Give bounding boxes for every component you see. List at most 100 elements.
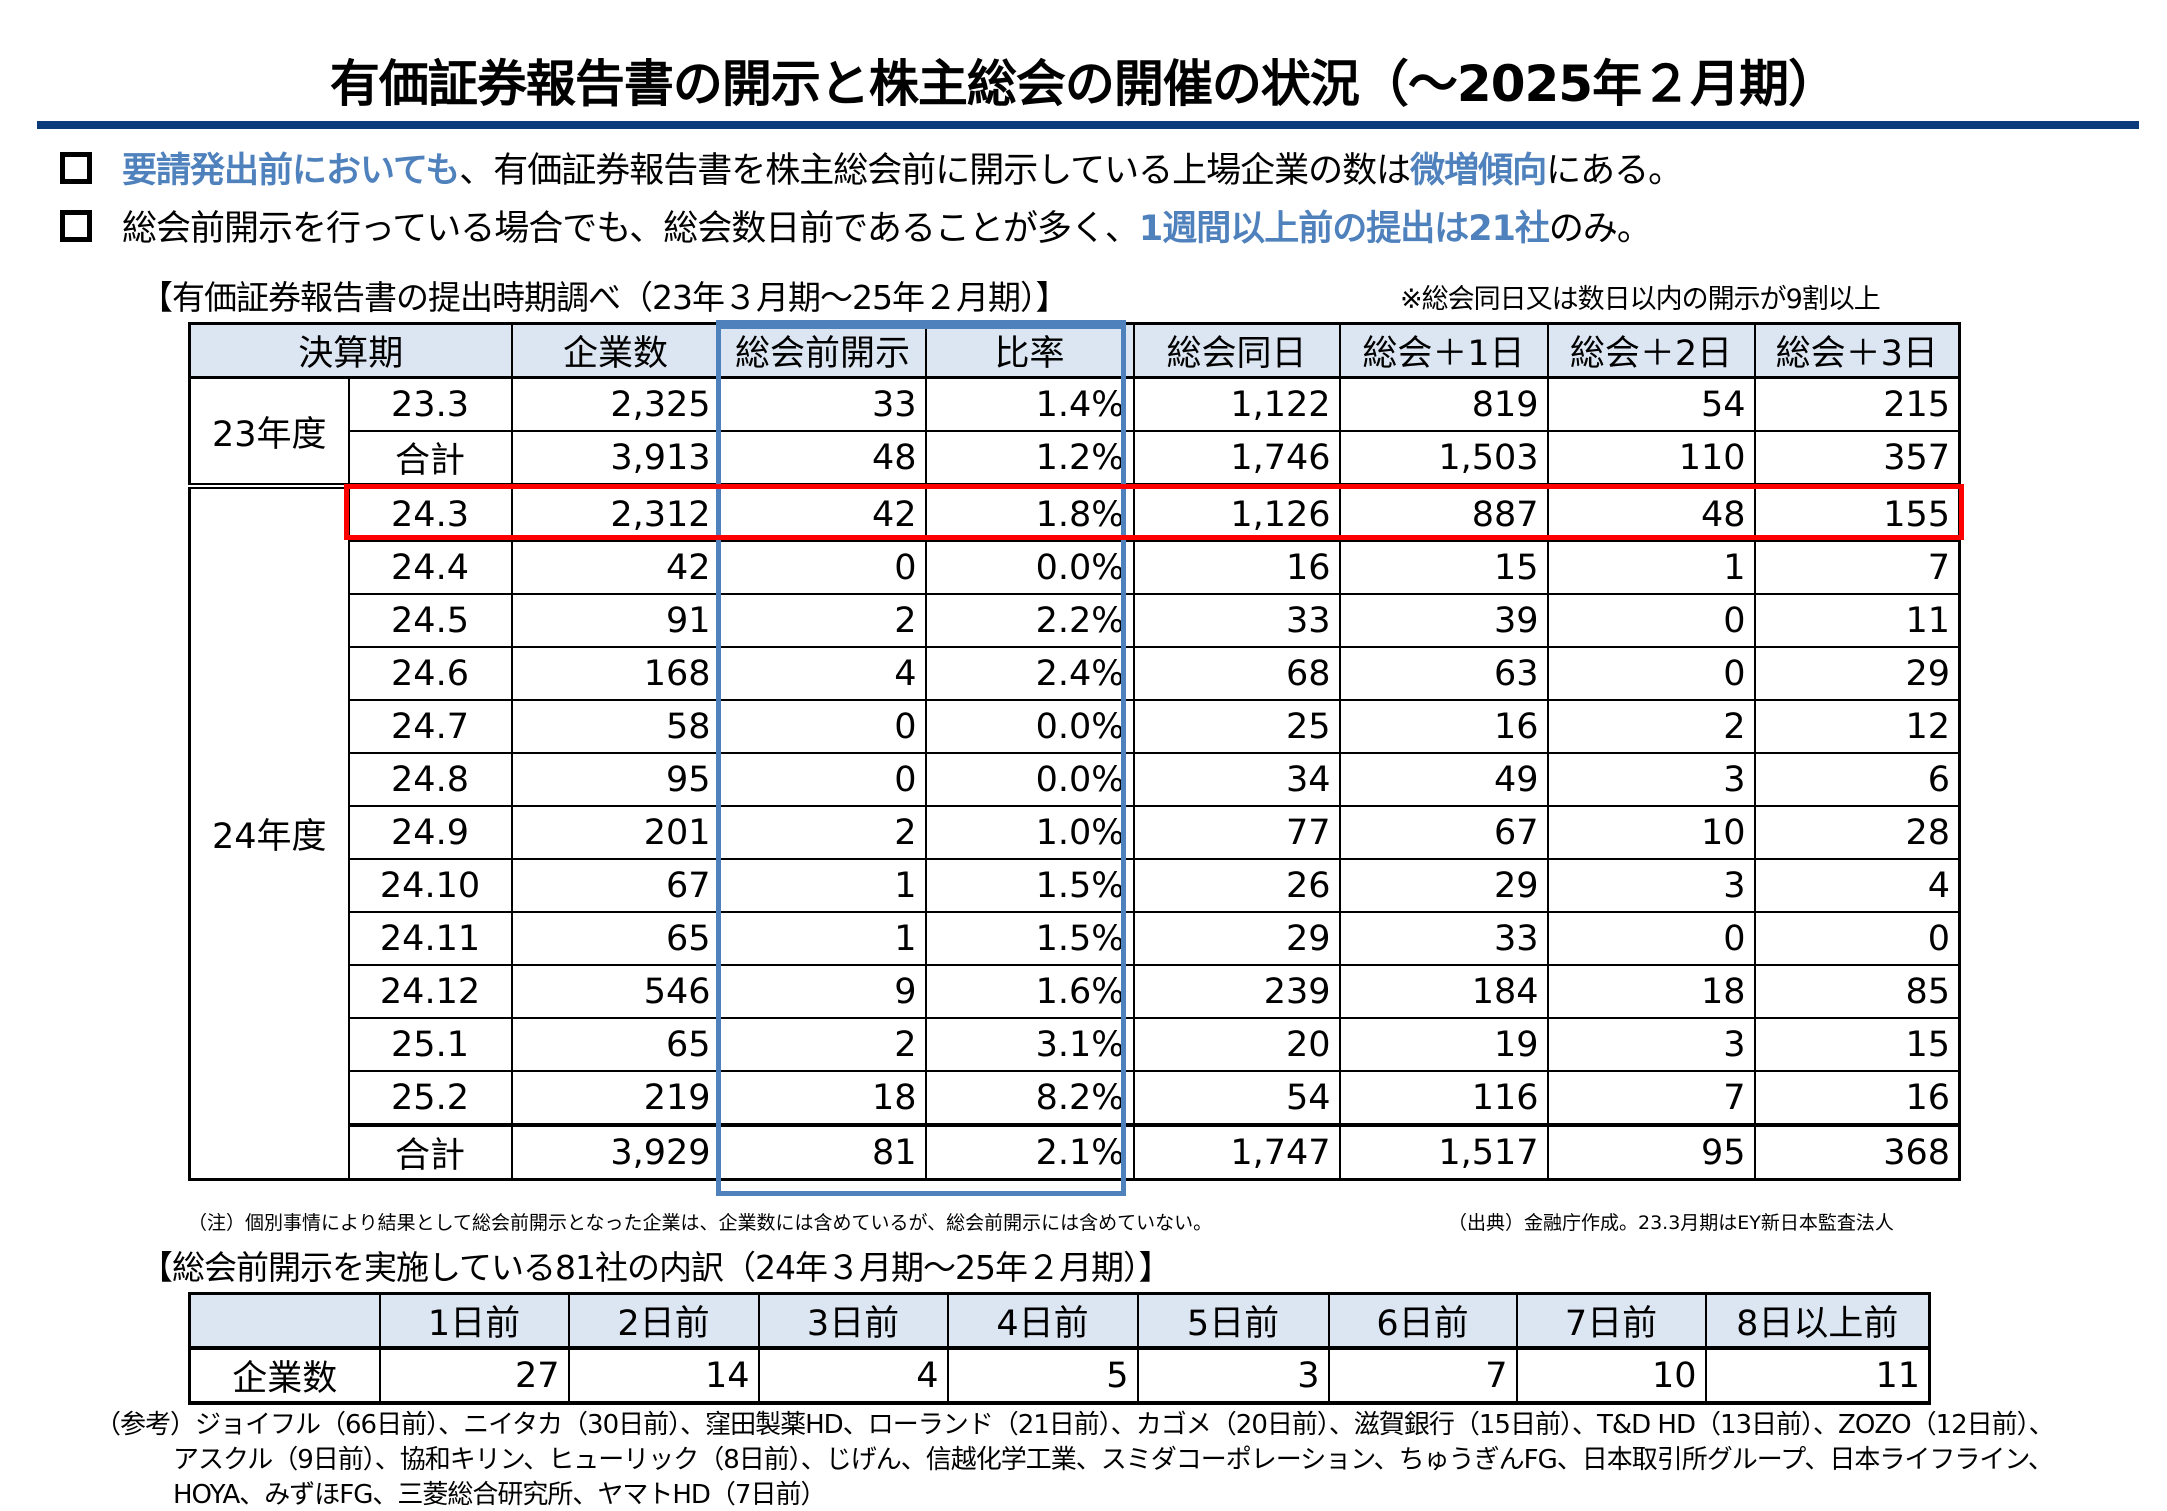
breakdown-table: 1日前 2日前 3日前 4日前 5日前 6日前 7日前 8日以上前 企業数 27 14 4 5 3 7 10 1… [188, 1292, 1931, 1405]
period-cell: 23.3 [347, 376, 513, 432]
value-cell: 54 [1546, 376, 1756, 432]
table-row: 24.9 201 2 1.0% 77 67 10 28 [190, 805, 1961, 860]
value-cell: 0 [1546, 646, 1756, 701]
value-cell: 67 [1338, 805, 1549, 860]
value-cell: 10 [1515, 1347, 1707, 1405]
value-cell: 0 [718, 752, 927, 807]
value-cell: 1.5% [924, 911, 1135, 966]
bullet-1: 要請発出前においても、有価証券報告書を株主総会前に開示している上場企業の数は微増… [60, 142, 1683, 193]
square-bullet-icon [60, 152, 92, 184]
value-cell: 215 [1753, 376, 1961, 432]
value-cell: 29 [1753, 646, 1961, 701]
period-cell: 25.2 [347, 1070, 513, 1126]
column-header: 総会＋1日 [1338, 322, 1549, 379]
value-cell: 1 [1546, 540, 1756, 595]
value-cell: 0 [1753, 911, 1961, 966]
period-cell: 24.4 [347, 540, 513, 595]
fiscal-year-group-label: 24年度 [188, 483, 350, 1181]
value-cell: 3 [1136, 1347, 1330, 1405]
column-header: 2日前 [567, 1292, 760, 1350]
bullet-2-text-2: のみ。 [1548, 209, 1652, 249]
period-cell: 24.3 [347, 483, 513, 542]
value-cell: 27 [378, 1347, 570, 1405]
row-label: 企業数 [188, 1347, 381, 1405]
value-cell: 16 [1338, 699, 1549, 754]
value-cell: 95 [510, 752, 721, 807]
value-cell: 49 [1338, 752, 1549, 807]
value-cell: 819 [1338, 376, 1549, 432]
value-cell: 184 [1338, 964, 1549, 1019]
value-cell: 19 [1338, 1017, 1549, 1072]
table-row: 24.10 67 1 1.5% 26 29 3 4 [190, 858, 1961, 913]
value-cell: 1,747 [1132, 1123, 1341, 1181]
value-cell: 65 [510, 911, 721, 966]
value-cell: 239 [1132, 964, 1341, 1019]
value-cell: 1.8% [924, 483, 1135, 542]
table-row: 24年度 24.3 2,312 42 1.8% 1,126 887 48 155 [188, 483, 1961, 1181]
value-cell: 2.4% [924, 646, 1135, 701]
value-cell: 3,929 [510, 1123, 721, 1181]
column-header: 7日前 [1515, 1292, 1707, 1350]
value-cell: 63 [1338, 646, 1549, 701]
bullet-1-highlight-2: 微増傾向 [1410, 151, 1547, 191]
table-header-row: 決算期 企業数 総会前開示 比率 総会同日 総会＋1日 総会＋2日 総会＋3日 [188, 322, 1961, 379]
value-cell: 1.6% [924, 964, 1135, 1019]
value-cell: 85 [1753, 964, 1961, 1019]
table-row: 25.1 65 2 3.1% 20 19 3 15 [190, 1017, 1961, 1072]
value-cell: 2,312 [510, 483, 721, 542]
bullet-2: 総会前開示を行っている場合でも、総会数日前であることが多く、1週間以上前の提出は… [60, 200, 1652, 251]
value-cell: 546 [510, 964, 721, 1019]
value-cell: 219 [510, 1070, 721, 1126]
value-cell: 29 [1132, 911, 1341, 966]
value-cell: 0 [718, 540, 927, 595]
value-cell: 3 [1546, 752, 1756, 807]
table-row: 25.2 219 18 8.2% 54 116 7 16 [190, 1070, 1961, 1126]
value-cell: 39 [1338, 593, 1549, 648]
table-header-row: 1日前 2日前 3日前 4日前 5日前 6日前 7日前 8日以上前 [188, 1292, 1931, 1350]
value-cell: 26 [1132, 858, 1341, 913]
value-cell: 168 [510, 646, 721, 701]
table-row: 合計 3,913 48 1.2% 1,746 1,503 110 357 [190, 430, 1961, 487]
table2-heading: 【総会前開示を実施している81社の内訳（24年３月期～25年２月期）】 [140, 1248, 1171, 1287]
value-cell: 16 [1132, 540, 1341, 595]
fiscal-year-group-label: 23年度 [188, 376, 350, 487]
value-cell: 33 [1338, 911, 1549, 966]
value-cell: 2 [718, 805, 927, 860]
value-cell: 11 [1753, 593, 1961, 648]
value-cell: 34 [1132, 752, 1341, 807]
bullet-2-highlight: 1週間以上前の提出は21社 [1138, 209, 1550, 249]
value-cell: 12 [1753, 699, 1961, 754]
period-cell: 24.5 [347, 593, 513, 648]
period-cell: 24.11 [347, 911, 513, 966]
value-cell: 18 [1546, 964, 1756, 1019]
title-divider [37, 121, 2139, 129]
value-cell: 10 [1546, 805, 1756, 860]
value-cell: 8.2% [924, 1070, 1135, 1126]
value-cell: 0.0% [924, 540, 1135, 595]
value-cell: 1,126 [1132, 483, 1341, 542]
column-header: 4日前 [946, 1292, 1139, 1350]
table1-source: （出典）金融庁作成。23.3月期はEY新日本監査法人 [1448, 1212, 1894, 1234]
column-header: 比率 [924, 322, 1135, 379]
value-cell: 81 [718, 1123, 927, 1181]
page-title: 有価証券報告書の開示と株主総会の開催の状況（～2025年２月期） [329, 55, 1838, 113]
period-cell: 24.9 [347, 805, 513, 860]
table-row: 24.4 42 0 0.0% 16 15 1 7 [190, 540, 1961, 595]
value-cell: 15 [1338, 540, 1549, 595]
value-cell: 11 [1704, 1347, 1931, 1405]
reference-line-3: HOYA、みずほFG、三菱総合研究所、ヤマトHD（7日前） [173, 1480, 826, 1510]
value-cell: 48 [1546, 483, 1756, 542]
value-cell: 29 [1338, 858, 1549, 913]
value-cell: 18 [718, 1070, 927, 1126]
value-cell: 4 [1753, 858, 1961, 913]
table1-note: （注）個別事情により結果として総会前開示となった企業は、企業数には含めているが、… [188, 1212, 1213, 1234]
value-cell: 0 [718, 699, 927, 754]
period-cell: 24.10 [347, 858, 513, 913]
value-cell: 110 [1546, 430, 1756, 487]
value-cell: 1.0% [924, 805, 1135, 860]
value-cell: 887 [1338, 483, 1549, 542]
value-cell: 3 [1546, 858, 1756, 913]
value-cell: 3,913 [510, 430, 721, 487]
value-cell: 42 [510, 540, 721, 595]
value-cell: 1 [718, 858, 927, 913]
